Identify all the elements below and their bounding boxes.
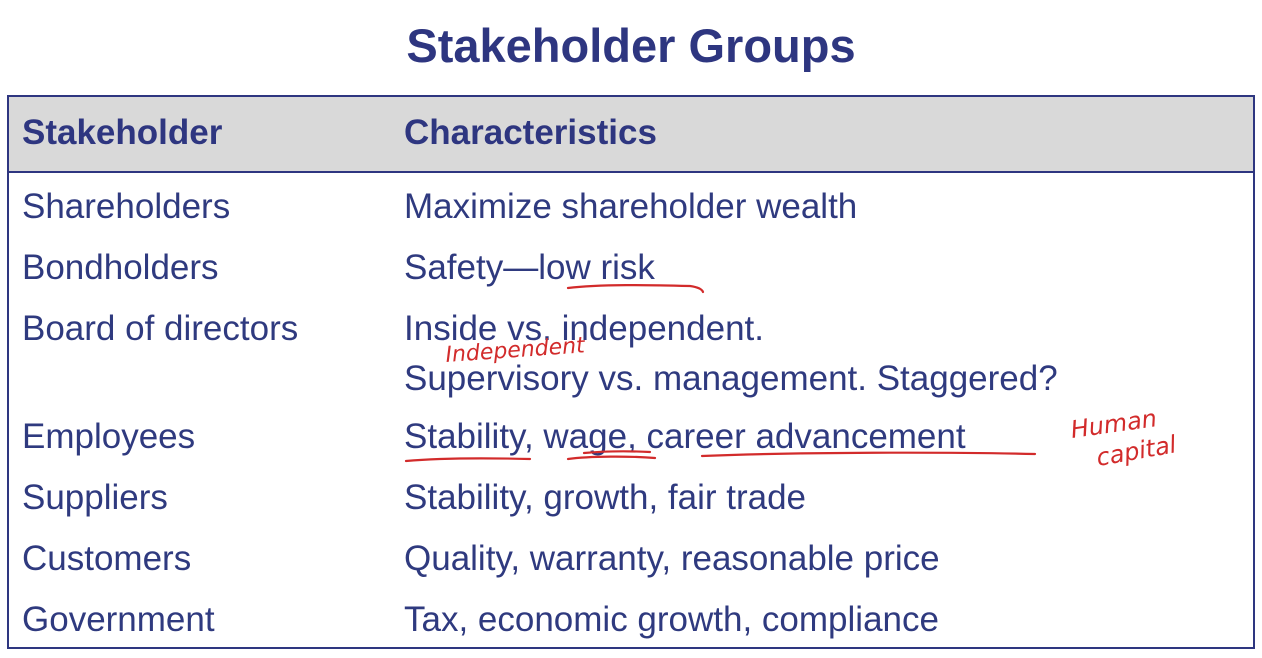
stakeholder-cell: Bondholders: [22, 248, 219, 287]
stakeholder-cell: Customers: [22, 539, 192, 578]
header-stakeholder: Stakeholder: [22, 113, 223, 152]
characteristics-cell: Safety—low risk: [404, 248, 655, 287]
table-header: Stakeholder Characteristics: [9, 97, 1253, 173]
stakeholder-cell: Suppliers: [22, 478, 168, 517]
stakeholder-cell: Government: [22, 600, 215, 639]
stakeholder-cell: Board of directors: [22, 309, 299, 348]
stakeholder-cell: Employees: [22, 417, 196, 456]
characteristics-cell: Tax, economic growth, compliance: [404, 600, 939, 639]
characteristics-cell-line1: Inside vs. independent.: [404, 309, 764, 348]
characteristics-cell: Stability, growth, fair trade: [404, 478, 807, 517]
header-characteristics: Characteristics: [404, 113, 657, 152]
stakeholder-table: Stakeholder Characteristics Shareholders…: [7, 95, 1255, 649]
slide-title: Stakeholder Groups: [406, 19, 856, 72]
characteristics-cell: Stability, wage, career advancement: [404, 417, 966, 456]
stakeholder-cell: Shareholders: [22, 187, 231, 226]
characteristics-cell-line2: Supervisory vs. management. Staggered?: [404, 359, 1058, 398]
characteristics-cell: Maximize shareholder wealth: [404, 187, 858, 226]
characteristics-cell: Quality, warranty, reasonable price: [404, 539, 940, 578]
